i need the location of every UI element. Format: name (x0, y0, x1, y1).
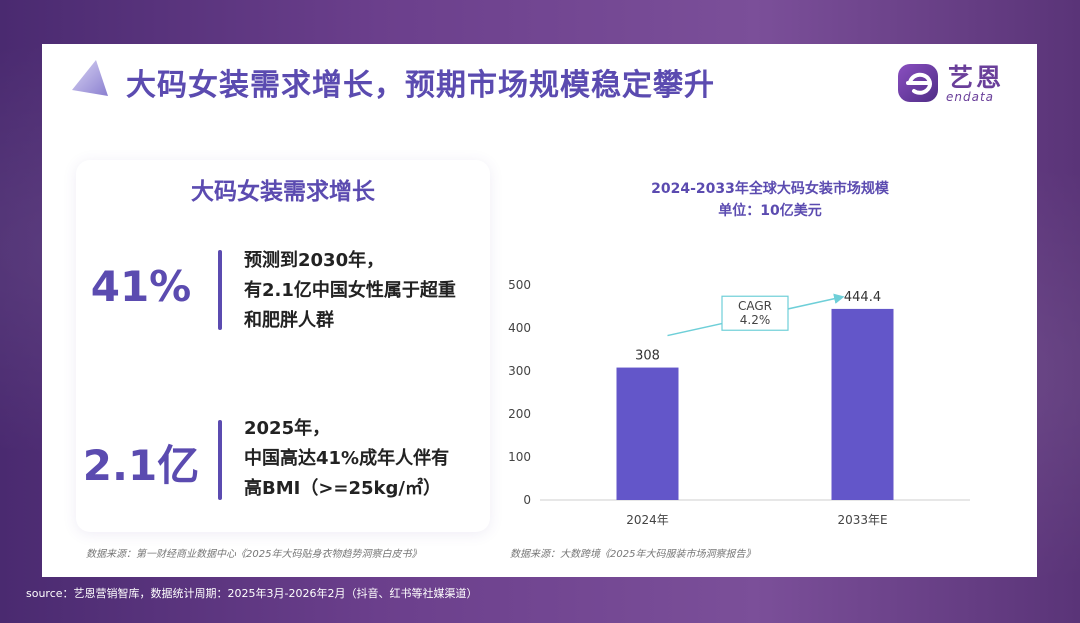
bar-1 (616, 367, 679, 500)
y-tick-label: 500 (508, 278, 531, 292)
x-tick-label: 2033年E (837, 513, 887, 527)
stat-2-line-1: 2025年， (244, 418, 331, 439)
logo-text-en: endata (946, 90, 995, 104)
endata-logo: 艺恩 endata (896, 58, 1026, 108)
cagr-label: CAGR (738, 299, 772, 313)
stat-2-line-3: 高BMI（>=25kg/㎡） (244, 478, 441, 499)
stats-card-title: 大码女装需求增长 (191, 179, 375, 205)
cagr-box (721, 295, 789, 331)
title-triangle-icon (72, 60, 108, 96)
stat-1-line-2: 有2.1亿中国女性属于超重 (244, 280, 456, 301)
stat-value-1: 41% (90, 262, 192, 311)
y-tick-label: 200 (508, 407, 531, 421)
y-tick-label: 300 (508, 364, 531, 378)
bar-value-label: 444.4 (844, 290, 881, 305)
bar-chart: 0 100 200 300 400 500 308 2024年 444.4 2033年E CAGR4… (508, 278, 970, 527)
y-tick-label: 0 (523, 493, 531, 507)
chart-source-note: 数据来源：大数跨境《2025年大码服装市场洞察报告》 (510, 549, 756, 560)
stats-card (76, 160, 490, 532)
y-tick-label: 100 (508, 450, 531, 464)
x-tick-label: 2024年 (626, 513, 669, 527)
logo-text-cn: 艺恩 (948, 63, 1005, 92)
stat-value-2: 2.1亿 (82, 441, 200, 490)
stat-divider-2 (218, 420, 222, 500)
y-tick-label: 400 (508, 321, 531, 335)
bar-2 (831, 308, 894, 500)
stat-1-line-1: 预测到2030年， (244, 250, 385, 271)
left-source-note: 数据来源：第一财经商业数据中心《2025年大码贴身衣物趋势洞察白皮书》 (86, 549, 422, 560)
cagr-label: 4.2% (740, 313, 771, 327)
chart-title: 2024-2033年全球大码女装市场规模 (651, 181, 889, 197)
chart-subtitle: 单位：10亿美元 (718, 203, 822, 219)
stat-2-line-2: 中国高达41%成年人伴有 (244, 448, 450, 469)
endata-logo-icon (898, 64, 938, 102)
stat-1-line-3: 和肥胖人群 (244, 310, 334, 331)
bar-value-label: 308 (635, 349, 660, 364)
page-title: 大码女装需求增长，预期市场规模稳定攀升 (126, 68, 715, 103)
stat-divider-1 (218, 250, 222, 330)
footer-source: source：艺恩营销智库，数据统计周期：2025年3月-2026年2月（抖音、… (26, 587, 478, 600)
